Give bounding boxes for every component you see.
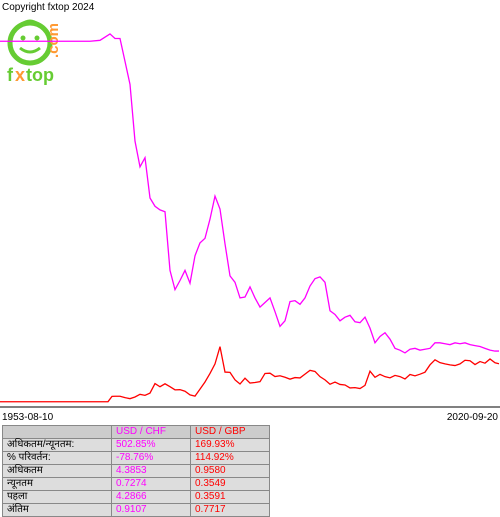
- table-row-label: [3, 426, 112, 439]
- table-cell-gbp: 0.9580: [191, 465, 270, 478]
- x-end-label: 2020-09-20: [447, 412, 498, 423]
- table-row-label: पहला: [3, 491, 112, 504]
- table-cell-chf: -78.76%: [112, 452, 191, 465]
- table-cell-chf: 502.85%: [112, 439, 191, 452]
- table-cell-gbp: 0.3591: [191, 491, 270, 504]
- table-cell-gbp: 114.92%: [191, 452, 270, 465]
- table-cell-chf: USD / CHF: [112, 426, 191, 439]
- line-chart: [0, 15, 500, 410]
- table-cell-chf: 4.2866: [112, 491, 191, 504]
- table-row-label: न्यूनतम: [3, 478, 112, 491]
- table-cell-gbp: USD / GBP: [191, 426, 270, 439]
- table-row-label: % परिवर्तन:: [3, 452, 112, 465]
- table-cell-chf: 4.3853: [112, 465, 191, 478]
- table-cell-gbp: 0.3549: [191, 478, 270, 491]
- copyright-text: Copyright fxtop 2024: [2, 2, 94, 13]
- table-row-label: अंतिम: [3, 504, 112, 517]
- x-start-label: 1953-08-10: [2, 412, 53, 423]
- table-cell-chf: 0.9107: [112, 504, 191, 517]
- table-row-label: अधिकतम: [3, 465, 112, 478]
- table-cell-gbp: 169.93%: [191, 439, 270, 452]
- stats-table: USD / CHFUSD / GBP अधिकतम/न्यूनतम:502.85%…: [2, 425, 270, 517]
- table-row-label: अधिकतम/न्यूनतम:: [3, 439, 112, 452]
- table-cell-chf: 0.7274: [112, 478, 191, 491]
- table-cell-gbp: 0.7717: [191, 504, 270, 517]
